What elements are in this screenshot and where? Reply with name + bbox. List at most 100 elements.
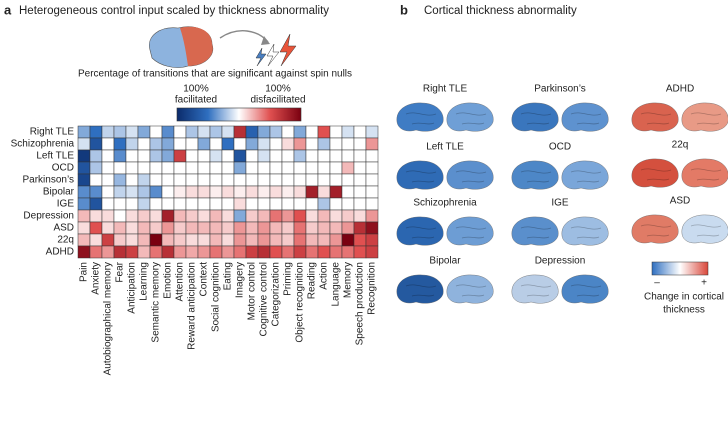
heatmap-cell bbox=[125, 125, 139, 139]
heatmap-cell bbox=[353, 149, 367, 163]
brain bbox=[511, 216, 559, 246]
heatmap-cell bbox=[209, 173, 223, 187]
heatmap-cell bbox=[353, 173, 367, 187]
heatmap-cell bbox=[221, 185, 235, 199]
heatmap-cell bbox=[185, 197, 199, 211]
heatmap-cell bbox=[221, 173, 235, 187]
brain-label: OCD bbox=[549, 142, 571, 153]
brain-surface bbox=[396, 102, 444, 132]
heatmap-cell bbox=[149, 221, 163, 235]
heatmap-cell bbox=[173, 221, 187, 235]
brain bbox=[561, 160, 609, 190]
heatmap-cell bbox=[185, 221, 199, 235]
brain-surface bbox=[396, 216, 444, 246]
heatmap-cell bbox=[341, 149, 355, 163]
heatmap-cell bbox=[365, 173, 379, 187]
heatmap-cell bbox=[113, 209, 127, 223]
heatmap-cell bbox=[317, 149, 331, 163]
heatmap-cell bbox=[317, 185, 331, 199]
x-tick-label: Semantic memory bbox=[151, 262, 162, 343]
heatmap-cell bbox=[101, 149, 115, 163]
heatmap-cell bbox=[101, 245, 115, 259]
brain-sulcus bbox=[520, 284, 552, 297]
heatmap-cell bbox=[365, 161, 379, 175]
heatmap-cell bbox=[341, 161, 355, 175]
heatmap-cell bbox=[365, 137, 379, 151]
brain bbox=[681, 102, 728, 132]
heatmap-cell bbox=[353, 197, 367, 211]
heatmap-cell bbox=[125, 137, 139, 151]
brain-surface bbox=[511, 160, 559, 190]
colorbar-label: facilitated bbox=[175, 95, 217, 106]
heatmap-cell bbox=[245, 137, 259, 151]
heatmap-cell bbox=[305, 149, 319, 163]
heatmap-cell bbox=[305, 233, 319, 247]
heatmap-cell bbox=[77, 137, 91, 151]
heatmap-cell bbox=[365, 209, 379, 223]
heatmap-cell bbox=[353, 137, 367, 151]
heatmap-cell bbox=[293, 161, 307, 175]
brain-sulcus bbox=[690, 168, 722, 181]
heatmap-cell bbox=[197, 233, 211, 247]
heatmap-cell bbox=[173, 245, 187, 259]
legend-colorbar bbox=[651, 261, 709, 276]
heatmap-cell bbox=[101, 233, 115, 247]
colorbar-label: disfacilitated bbox=[250, 95, 305, 106]
heatmap-cell bbox=[77, 185, 91, 199]
heatmap-cell bbox=[257, 209, 271, 223]
brain bbox=[511, 274, 559, 304]
heatmap-cell bbox=[365, 185, 379, 199]
brain-label: Parkinson’s bbox=[534, 84, 586, 95]
heatmap-cell bbox=[293, 149, 307, 163]
heatmap-cell bbox=[173, 125, 187, 139]
heatmap-cell bbox=[221, 149, 235, 163]
y-tick-label: Left TLE bbox=[36, 151, 74, 162]
heatmap-cell bbox=[161, 149, 175, 163]
brain-sulcus bbox=[405, 226, 437, 239]
x-tick-label: Reading bbox=[307, 262, 318, 299]
heatmap-cell bbox=[353, 125, 367, 139]
heatmap-cell bbox=[173, 197, 187, 211]
panel-label: a bbox=[4, 2, 12, 17]
heatmap-cell bbox=[233, 149, 247, 163]
heatmap-cell bbox=[329, 221, 343, 235]
heatmap-cell bbox=[77, 221, 91, 235]
brain-surface bbox=[511, 216, 559, 246]
heatmap-cell bbox=[341, 185, 355, 199]
heatmap-cell bbox=[281, 233, 295, 247]
heatmap-cell bbox=[149, 173, 163, 187]
heatmap-cell bbox=[101, 221, 115, 235]
heatmap-cell bbox=[233, 197, 247, 211]
heatmap-cell bbox=[113, 137, 127, 151]
heatmap-cell bbox=[77, 161, 91, 175]
heatmap-cell bbox=[125, 197, 139, 211]
y-tick-label: ADHD bbox=[46, 247, 74, 258]
heatmap-cell bbox=[209, 221, 223, 235]
brain-sulcus bbox=[455, 226, 487, 239]
brain bbox=[511, 160, 559, 190]
brain-label: Depression bbox=[535, 256, 586, 267]
heatmap-cell bbox=[353, 221, 367, 235]
brain-surface bbox=[631, 158, 679, 188]
heatmap-cell bbox=[221, 137, 235, 151]
brain-sulcus bbox=[405, 170, 437, 183]
brain bbox=[561, 216, 609, 246]
brain bbox=[396, 102, 444, 132]
brain-sulcus bbox=[520, 112, 552, 125]
heatmap-cell bbox=[317, 197, 331, 211]
brain bbox=[396, 216, 444, 246]
heatmap-cell bbox=[281, 221, 295, 235]
brain-label: Schizophrenia bbox=[413, 198, 477, 209]
heatmap-cell bbox=[89, 209, 103, 223]
brain-surface bbox=[396, 274, 444, 304]
heatmap-cell bbox=[197, 173, 211, 187]
heatmap-cell bbox=[113, 233, 127, 247]
heatmap-cell bbox=[221, 161, 235, 175]
heatmap-cell bbox=[161, 161, 175, 175]
heatmap-cell bbox=[329, 233, 343, 247]
brain-label: ADHD bbox=[666, 84, 694, 95]
heatmap-cell bbox=[77, 233, 91, 247]
heatmap-cell bbox=[221, 233, 235, 247]
